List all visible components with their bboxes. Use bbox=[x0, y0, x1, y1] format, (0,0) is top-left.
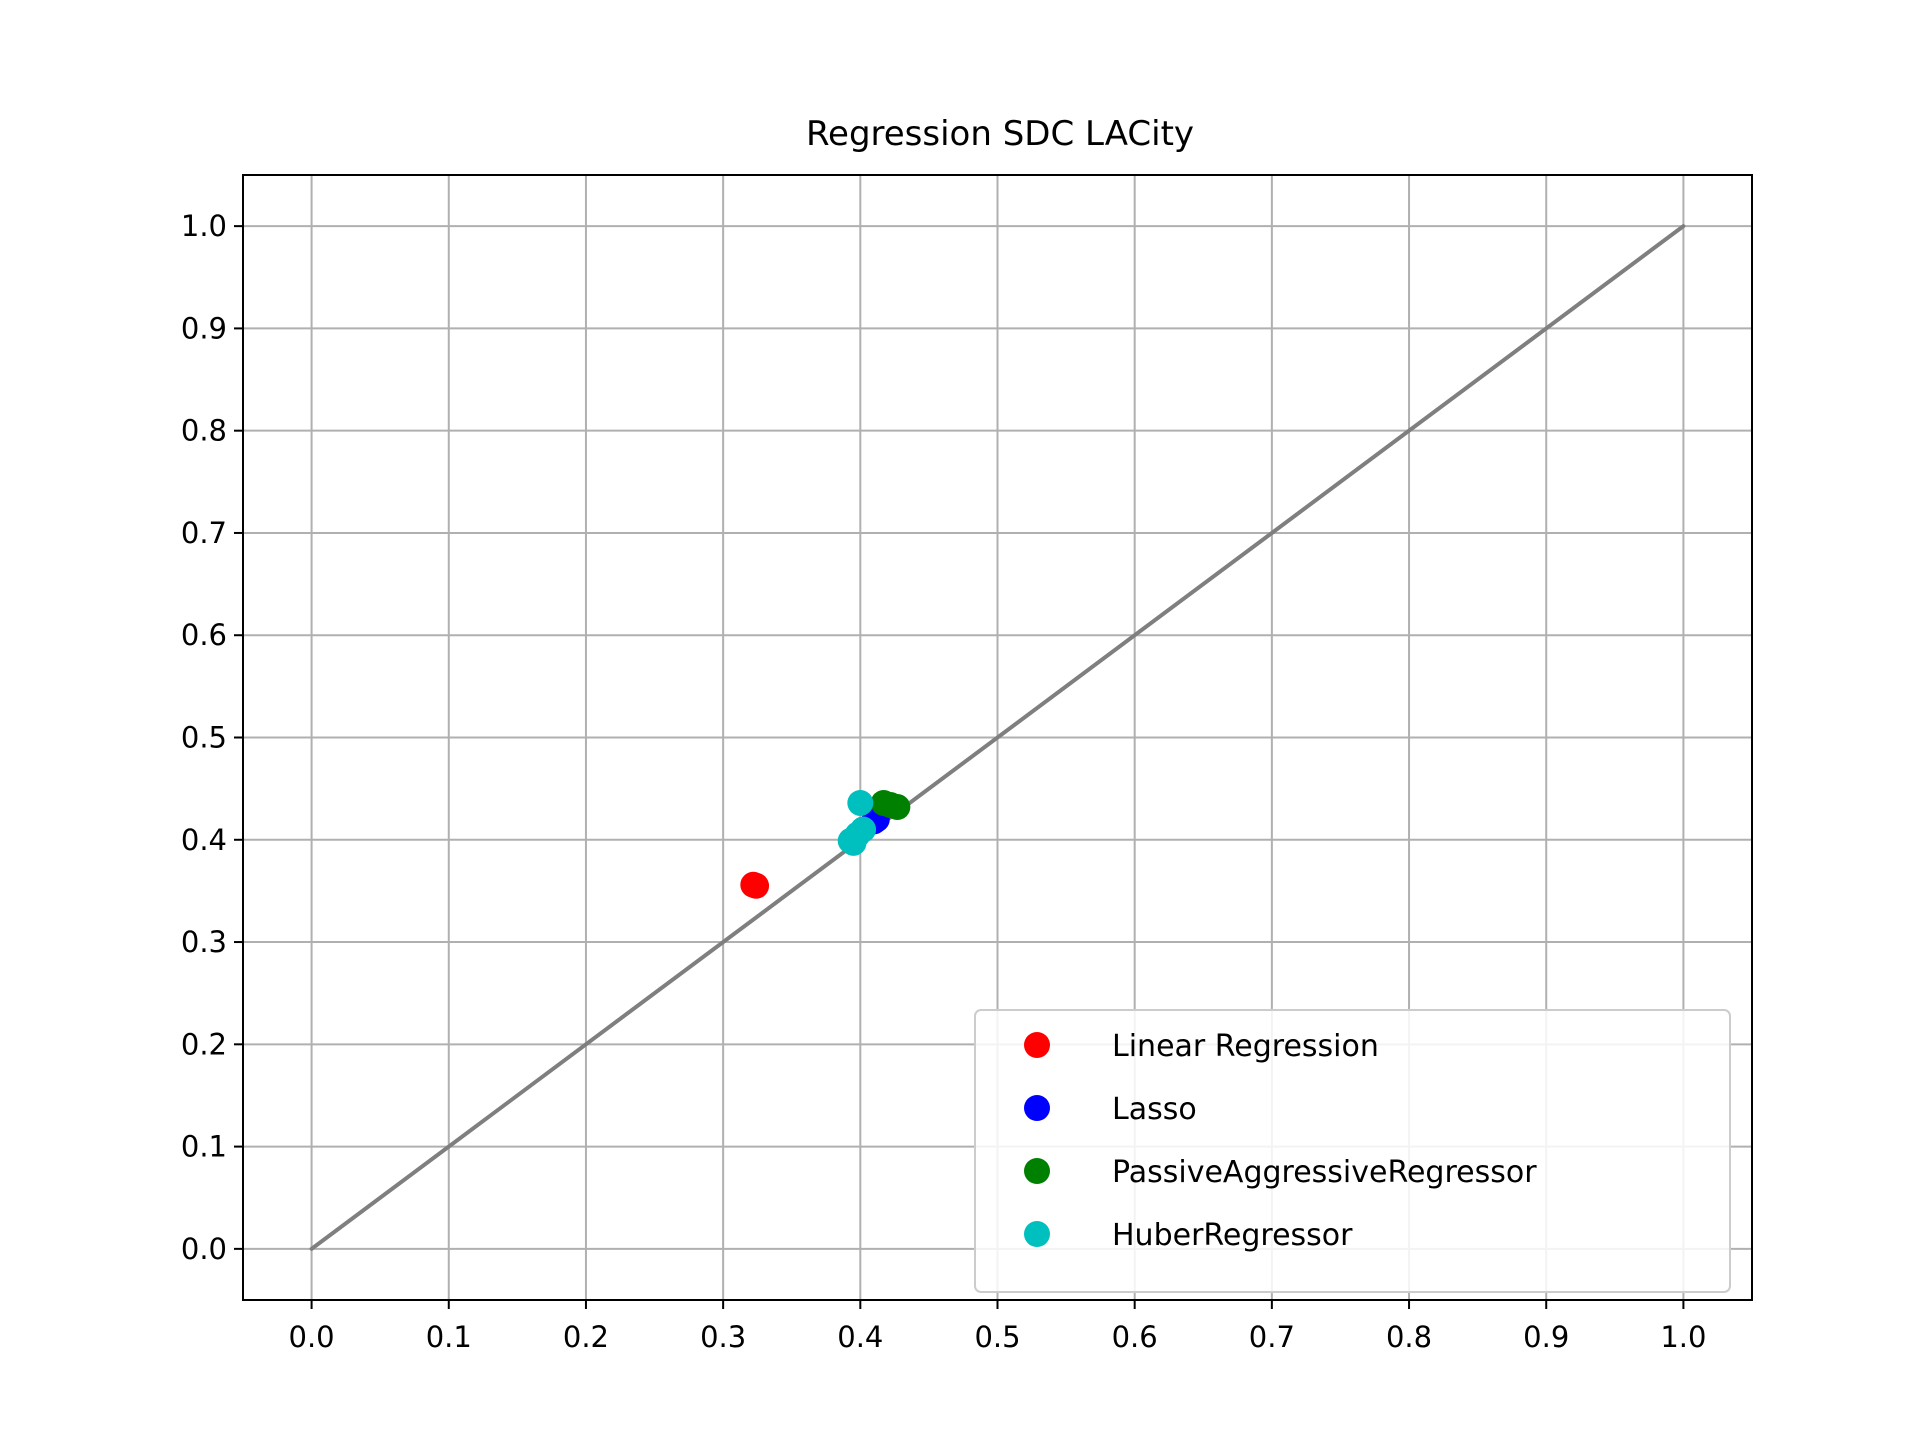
x-tick-label: 0.4 bbox=[837, 1320, 883, 1354]
y-tick-label: 0.5 bbox=[181, 721, 227, 755]
x-tick-label: 0.6 bbox=[1112, 1320, 1158, 1354]
y-tick-label: 0.7 bbox=[181, 516, 227, 550]
y-tick-label: 0.4 bbox=[181, 823, 227, 857]
x-tick-label: 1.0 bbox=[1660, 1320, 1706, 1354]
reference-line-layer bbox=[309, 224, 1686, 1251]
legend-marker bbox=[1024, 1221, 1050, 1247]
y-tick-label: 0.0 bbox=[181, 1232, 227, 1266]
x-tick-label: 0.5 bbox=[974, 1320, 1020, 1354]
y-tick-label: 0.2 bbox=[181, 1027, 227, 1061]
legend-label: Lasso bbox=[1112, 1092, 1197, 1127]
legend-marker bbox=[1024, 1032, 1050, 1058]
x-tick-label: 0.9 bbox=[1523, 1320, 1569, 1354]
reference-diagonal-line bbox=[309, 224, 1686, 1251]
legend-label: Linear Regression bbox=[1112, 1029, 1379, 1064]
data-point bbox=[847, 789, 874, 816]
x-tick-label: 0.2 bbox=[563, 1320, 609, 1354]
series-huberregressor bbox=[837, 789, 877, 856]
y-tick-label: 0.8 bbox=[181, 414, 227, 448]
data-point bbox=[837, 827, 864, 854]
y-axis-ticks: 0.0 0.1 0.2 0.3 0.4 0.5 0.6 0.7 0.8 0.9 1.0 bbox=[181, 209, 243, 1266]
legend-marker bbox=[1024, 1095, 1050, 1121]
y-tick-label: 0.3 bbox=[181, 925, 227, 959]
series-linear-regression bbox=[740, 871, 770, 899]
y-tick-label: 1.0 bbox=[181, 209, 227, 243]
y-tick-label: 0.6 bbox=[181, 618, 227, 652]
x-tick-label: 0.8 bbox=[1386, 1320, 1432, 1354]
y-tick-label: 0.9 bbox=[181, 311, 227, 345]
series-passiveaggressiveregressor bbox=[870, 789, 911, 821]
data-points bbox=[740, 789, 911, 899]
legend-label: HuberRegressor bbox=[1112, 1218, 1353, 1253]
legend-box bbox=[974, 1009, 1731, 1293]
legend-marker bbox=[1024, 1158, 1050, 1184]
legend: Linear Regression Lasso PassiveAggressiveR… bbox=[974, 1009, 1731, 1293]
chart-title: Regression SDC LACity bbox=[806, 114, 1194, 154]
data-point bbox=[877, 792, 904, 818]
y-tick-label: 0.1 bbox=[181, 1130, 227, 1164]
data-point bbox=[743, 872, 770, 899]
x-tick-label: 0.0 bbox=[289, 1320, 335, 1354]
x-tick-label: 0.3 bbox=[700, 1320, 746, 1354]
x-tick-label: 0.1 bbox=[426, 1320, 472, 1354]
legend-label: PassiveAggressiveRegressor bbox=[1112, 1155, 1537, 1190]
x-axis-ticks: 0.0 0.1 0.2 0.3 0.4 0.5 0.6 0.7 0.8 0.9 1.0 bbox=[289, 1300, 1706, 1354]
x-tick-label: 0.7 bbox=[1249, 1320, 1295, 1354]
